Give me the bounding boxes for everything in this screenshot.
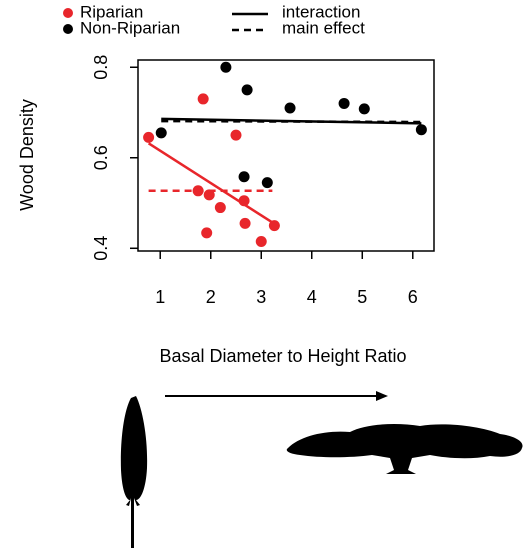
y-tick-label: 0.4: [91, 236, 111, 261]
point: [155, 127, 167, 139]
x-tick-label: 2: [206, 287, 216, 307]
point: [230, 129, 242, 141]
point: [239, 217, 251, 229]
x-tick-label: 5: [357, 287, 367, 307]
acacia-tree: [286, 424, 523, 474]
point: [197, 93, 209, 105]
y-tick-label: 0.6: [91, 145, 111, 170]
plot-box: [137, 59, 435, 252]
point: [203, 189, 215, 201]
point: [238, 171, 250, 183]
x-tick-label: 4: [307, 287, 317, 307]
point: [143, 131, 155, 143]
point: [284, 102, 296, 114]
x-tick-label: 6: [408, 287, 418, 307]
point: [261, 177, 273, 189]
tall-tree: [120, 396, 148, 548]
point: [241, 84, 253, 96]
point: [268, 220, 280, 232]
fit-line: [147, 142, 274, 224]
legend-label: main effect: [282, 18, 365, 37]
point: [358, 103, 370, 115]
point: [255, 235, 267, 247]
y-tick-label: 0.8: [91, 55, 111, 80]
x-axis-label: Basal Diameter to Height Ratio: [159, 346, 406, 366]
legend-label: interaction: [282, 2, 360, 21]
legend-label: Riparian: [80, 2, 143, 21]
point: [201, 227, 213, 239]
x-tick-label: 3: [256, 287, 266, 307]
y-axis-label: Wood Density: [17, 99, 37, 211]
x-tick-label: 1: [155, 287, 165, 307]
point: [192, 185, 204, 197]
arrow: [165, 391, 388, 401]
fit-line: [161, 119, 422, 124]
point: [338, 97, 350, 109]
point: [220, 61, 232, 73]
legend-marker: [63, 8, 73, 18]
point: [415, 124, 427, 136]
legend-marker: [63, 24, 73, 34]
point: [214, 202, 226, 214]
point: [238, 195, 250, 207]
legend-label: Non-Riparian: [80, 18, 180, 37]
